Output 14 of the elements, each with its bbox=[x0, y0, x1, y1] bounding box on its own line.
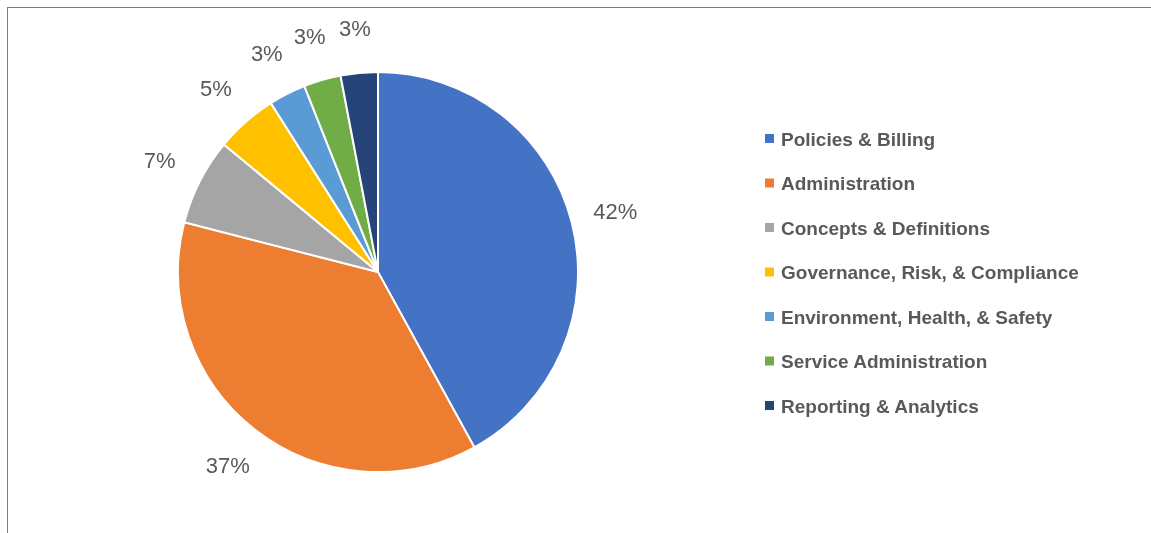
data-label: 3% bbox=[250, 41, 283, 67]
legend-label: Service Administration bbox=[781, 351, 988, 373]
legend-label: Governance, Risk, & Compliance bbox=[781, 262, 1079, 284]
data-label: 42% bbox=[593, 198, 638, 224]
data-label: 3% bbox=[339, 15, 371, 41]
legend-label: Reporting & Analytics bbox=[781, 395, 979, 417]
legend-label: Concepts & Definitions bbox=[781, 217, 991, 239]
legend-label: Administration bbox=[781, 173, 916, 195]
data-label: 3% bbox=[293, 24, 326, 50]
data-label: 37% bbox=[205, 453, 250, 479]
data-label: 7% bbox=[143, 148, 176, 174]
legend-label: Policies & Billing bbox=[781, 128, 936, 150]
data-label: 5% bbox=[200, 75, 232, 101]
legend-label: Environment, Health, & Safety bbox=[781, 306, 1053, 328]
